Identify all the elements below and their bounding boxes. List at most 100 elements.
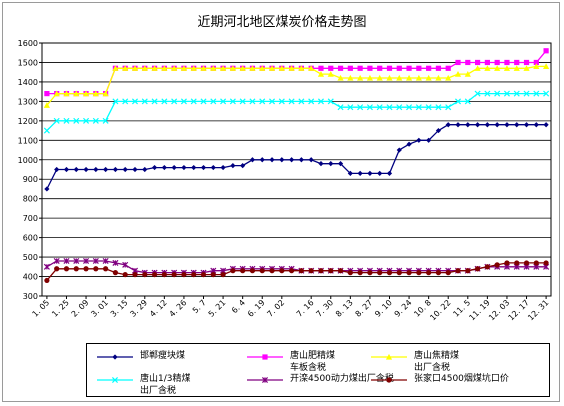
- data-point: [435, 74, 442, 81]
- data-point: [92, 90, 99, 97]
- data-point: [83, 257, 90, 264]
- data-point: [494, 59, 500, 66]
- y-tick-label: 400: [23, 273, 38, 282]
- data-point: [308, 268, 314, 274]
- data-point: [142, 166, 148, 173]
- y-tick-label: 1300: [18, 97, 38, 106]
- data-point: [484, 65, 491, 71]
- x-tick-label: 2. 09: [70, 298, 91, 319]
- data-point: [357, 104, 364, 111]
- data-point: [484, 59, 490, 66]
- data-point: [249, 65, 256, 71]
- data-point: [503, 65, 511, 71]
- data-point: [44, 186, 50, 192]
- x-tick-label: 7. 16: [295, 298, 316, 319]
- y-tick-label: 1500: [18, 58, 38, 67]
- data-point: [180, 98, 187, 105]
- data-point: [406, 65, 412, 71]
- x-tick-label: 4. 12: [148, 298, 169, 319]
- data-point: [308, 65, 315, 71]
- data-point: [249, 98, 256, 105]
- data-point: [171, 164, 177, 171]
- data-point: [465, 122, 471, 128]
- data-point: [425, 104, 432, 111]
- data-point: [357, 270, 363, 276]
- data-point: [112, 270, 119, 276]
- data-point: [239, 98, 246, 105]
- data-point: [53, 257, 60, 264]
- data-point: [63, 166, 70, 173]
- data-point: [425, 74, 432, 81]
- data-point: [122, 98, 129, 105]
- data-point: [366, 104, 373, 111]
- data-point: [210, 65, 217, 71]
- legend-label: 邯郸瘦块煤: [140, 351, 186, 361]
- data-point: [161, 164, 167, 171]
- data-point: [132, 166, 138, 173]
- data-point: [102, 90, 109, 97]
- data-point: [93, 166, 99, 173]
- y-tick-label: 800: [23, 195, 38, 204]
- data-point: [141, 98, 148, 105]
- data-point: [347, 270, 353, 276]
- data-point: [229, 98, 236, 105]
- data-point: [435, 65, 442, 71]
- data-point: [200, 65, 207, 71]
- data-point: [543, 122, 549, 128]
- data-point: [63, 90, 70, 97]
- y-tick-label: 900: [23, 175, 38, 184]
- data-point: [494, 65, 501, 71]
- x-tick-label: 1. 25: [50, 298, 71, 319]
- data-point: [426, 65, 432, 71]
- x-tick-label: 9. 10: [373, 298, 394, 319]
- data-point: [269, 98, 276, 105]
- data-point: [210, 98, 217, 105]
- data-point: [92, 257, 99, 264]
- data-point: [308, 157, 314, 163]
- data-point: [494, 122, 500, 128]
- data-point: [455, 268, 461, 274]
- legend-label: 唐山焦精煤 出厂含税: [414, 351, 460, 373]
- data-point: [406, 104, 413, 111]
- data-point: [533, 90, 540, 97]
- data-point: [141, 65, 148, 71]
- data-point: [161, 98, 168, 105]
- data-point: [171, 271, 177, 278]
- data-point: [474, 65, 481, 71]
- data-point: [484, 122, 490, 128]
- x-tick-label: 10. 22: [428, 298, 452, 322]
- data-point: [426, 137, 432, 143]
- data-point: [268, 65, 276, 71]
- data-point: [367, 270, 373, 276]
- data-point: [318, 268, 324, 274]
- data-point: [317, 98, 324, 105]
- data-point: [171, 65, 178, 71]
- data-point: [210, 164, 216, 171]
- legend-swatch: [97, 376, 133, 384]
- data-point: [415, 104, 422, 111]
- data-point: [43, 263, 50, 270]
- legend-swatch: [247, 354, 283, 360]
- legend-swatch: [97, 354, 133, 360]
- data-point: [220, 164, 226, 171]
- data-point: [347, 65, 353, 71]
- data-point: [240, 268, 246, 274]
- data-point: [327, 98, 334, 105]
- series-6: [44, 260, 549, 284]
- data-point: [328, 161, 334, 167]
- x-tick-label: 3. 01: [89, 298, 110, 319]
- data-point: [151, 164, 158, 171]
- data-point: [317, 71, 325, 77]
- data-point: [318, 161, 324, 167]
- data-point: [190, 98, 197, 105]
- data-point: [337, 65, 344, 71]
- data-point: [415, 74, 422, 81]
- data-point: [514, 59, 520, 66]
- x-tick-label: 3. 15: [109, 298, 130, 319]
- data-point: [103, 166, 109, 173]
- data-point: [220, 98, 227, 105]
- data-point: [298, 65, 305, 71]
- data-point: [191, 271, 197, 278]
- y-tick-label: 600: [23, 234, 38, 243]
- data-point: [347, 170, 353, 176]
